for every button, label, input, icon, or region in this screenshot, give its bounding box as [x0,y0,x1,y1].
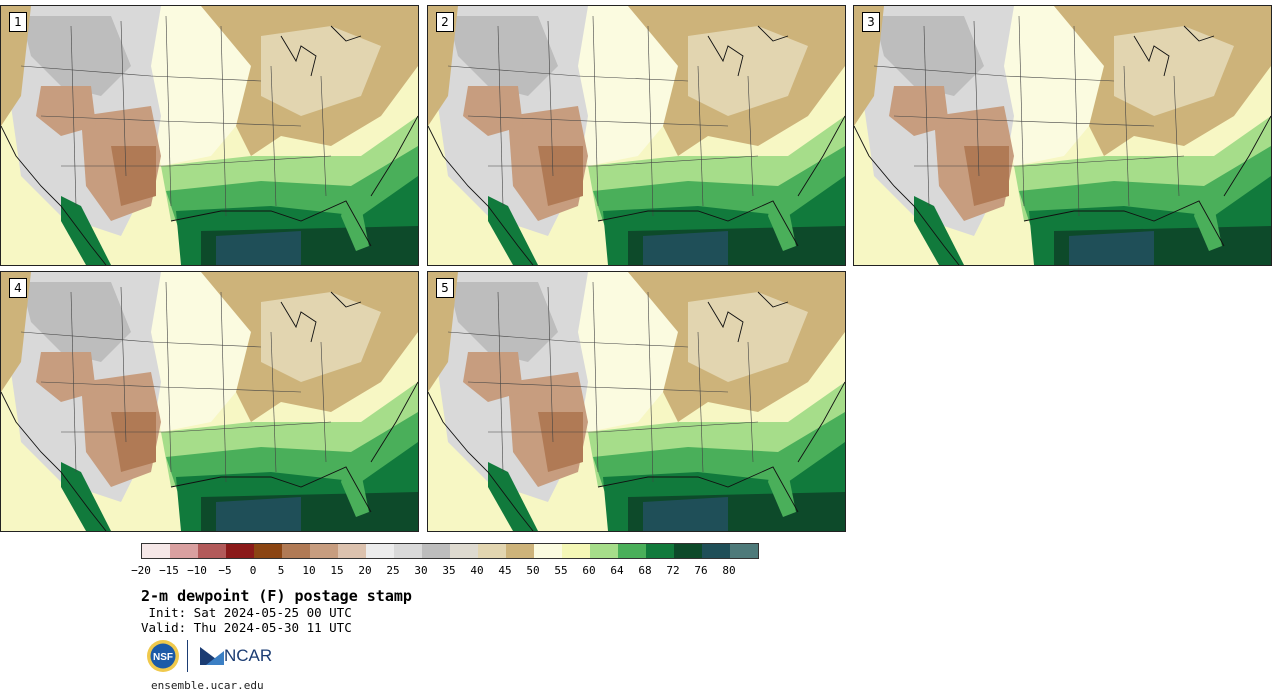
stamp-number-3: 3 [862,12,880,32]
stamp-panel-5[interactable]: 5 [427,271,846,532]
colorbar-tick-label: 20 [358,564,372,577]
dewpoint-map-1 [1,6,418,265]
stamp-panel-4[interactable]: 4 [0,271,419,532]
colorbar [141,543,759,559]
colorbar-tick-label: 40 [470,564,484,577]
colorbar-tick-label: 0 [249,564,257,577]
ncar-logo-icon [200,647,224,665]
dewpoint-map-4 [1,272,418,531]
footer-url[interactable]: ensemble.ucar.edu [151,679,264,692]
valid-time: Valid: Thu 2024-05-30 11 UTC [141,620,352,635]
colorbar-swatch [282,544,310,558]
colorbar-tick-label: 25 [386,564,400,577]
stamp-number-4: 4 [9,278,27,298]
colorbar-tick-label: −15 [159,564,179,577]
colorbar-tick-label: 15 [330,564,344,577]
colorbar-swatch [730,544,758,558]
colorbar-swatch [478,544,506,558]
colorbar-swatch [254,544,282,558]
svg-text:NSF: NSF [153,652,173,663]
colorbar-tick-label: 50 [526,564,540,577]
colorbar-tick-label: 60 [582,564,596,577]
colorbar-swatch [702,544,730,558]
colorbar-swatch [338,544,366,558]
colorbar-swatch [646,544,674,558]
nsf-logo-icon: NSF [147,640,179,672]
init-time: Init: Sat 2024-05-25 00 UTC [141,605,352,620]
stamp-number-5: 5 [436,278,454,298]
colorbar-swatch [226,544,254,558]
colorbar-swatch [674,544,702,558]
colorbar-tick-label: −10 [187,564,207,577]
colorbar-tick-label: −5 [218,564,232,577]
stamp-panel-3[interactable]: 3 [853,5,1272,266]
colorbar-swatch [310,544,338,558]
colorbar-swatch [198,544,226,558]
dewpoint-map-2 [428,6,845,265]
dewpoint-map-3 [854,6,1271,265]
colorbar-swatch [618,544,646,558]
colorbar-tick-label: 64 [610,564,624,577]
colorbar-swatch [394,544,422,558]
stamp-number-1: 1 [9,12,27,32]
colorbar-tick-label: 55 [554,564,568,577]
colorbar-tick-label: 45 [498,564,512,577]
dewpoint-map-5 [428,272,845,531]
colorbar-tick-label: 35 [442,564,456,577]
colorbar-swatch [366,544,394,558]
colorbar-tick-label: 68 [638,564,652,577]
logo-divider [187,640,188,672]
colorbar-swatch [534,544,562,558]
stamp-panel-1[interactable]: 1 [0,5,419,266]
ncar-logo-text: NCAR [224,646,273,665]
colorbar-swatch [506,544,534,558]
stamp-panel-2[interactable]: 2 [427,5,846,266]
colorbar-tick-label: 10 [302,564,316,577]
colorbar-swatch [590,544,618,558]
colorbar-tick-label: 76 [694,564,708,577]
chart-title: 2-m dewpoint (F) postage stamp [141,587,412,605]
colorbar-tick-label: 30 [414,564,428,577]
colorbar-tick-label: −20 [131,564,151,577]
colorbar-tick-label: 5 [277,564,285,577]
colorbar-swatch [170,544,198,558]
colorbar-tick-labels: −20 −15 −10 −5 0 5 10 15 20 25 30 35 40 45 50 55 60 64 68 7… [131,564,757,578]
colorbar-tick-label: 72 [666,564,680,577]
colorbar-swatch [142,544,170,558]
stamp-number-2: 2 [436,12,454,32]
colorbar-swatch [450,544,478,558]
colorbar-tick-label: 80 [722,564,736,577]
colorbar-swatch [422,544,450,558]
logos: NSF NCAR [145,638,272,674]
colorbar-swatch [562,544,590,558]
